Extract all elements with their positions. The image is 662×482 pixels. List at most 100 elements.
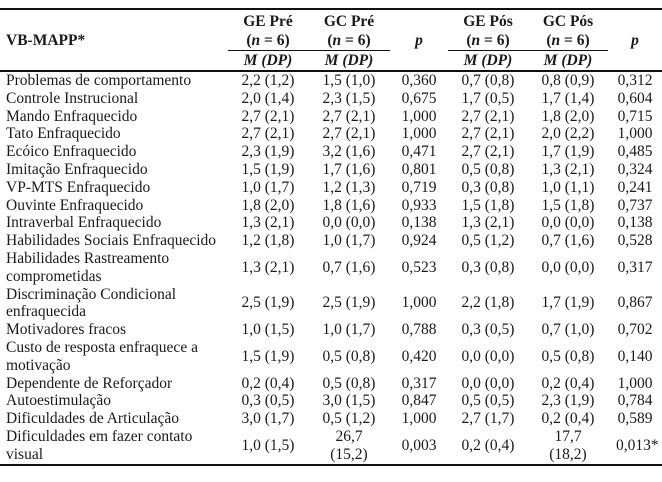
table-row: Dependente de Reforçador 0,2 (0,4) 0,5 (… bbox=[0, 375, 662, 393]
vb-mapp-results-table: VB-MAPP* GE Pré GC Pré p GE Pós GC Pós p… bbox=[0, 8, 662, 466]
subheader-m-dp-ge-pre: M (DP) bbox=[228, 50, 308, 72]
row-label: Habilidades Rastreamento comprometidas bbox=[6, 249, 170, 285]
cell-ge-pre: 2,3 (1,9) bbox=[241, 143, 295, 161]
cell-gc-pos: 0,2 (0,4) bbox=[541, 410, 595, 428]
cell-gc-pos: 17,7 (18,2) bbox=[528, 427, 608, 466]
cell-ge-pos: 0,5 (0,5) bbox=[461, 392, 515, 410]
table-row: Problemas de comportamento 2,2 (1,2) 1,5… bbox=[0, 71, 662, 90]
cell-ge-pos: 0,0 (0,0) bbox=[461, 374, 515, 392]
row-label: Imitação Enfraquecido bbox=[6, 160, 148, 178]
cell-ge-pos: 2,7 (2,1) bbox=[461, 143, 515, 161]
cell-ge-pos: 2,2 (1,8) bbox=[461, 294, 515, 312]
table-row: Ecóico Enfraquecido 2,3 (1,9) 3,2 (1,6) … bbox=[0, 143, 662, 161]
cell-gc-pre: 0,5 (0,8) bbox=[322, 374, 376, 392]
cell-p-pre: 0,719 bbox=[401, 178, 437, 196]
cell-gc-pos: 1,5 (1,8) bbox=[541, 196, 595, 214]
cell-p-pos: 0,241 bbox=[617, 178, 653, 196]
paper-table-page: VB-MAPP* GE Pré GC Pré p GE Pós GC Pós p… bbox=[0, 8, 662, 466]
row-label: Dificuldades de Articulação bbox=[6, 410, 180, 428]
n-value: = 6) bbox=[260, 32, 290, 49]
cell-p-pre: 0,675 bbox=[401, 89, 437, 107]
n-symbol: n bbox=[471, 32, 481, 49]
row-label: Motivadores fracos bbox=[6, 321, 127, 339]
cell-ge-pre: 1,0 (1,7) bbox=[241, 178, 295, 196]
cell-ge-pos: 0,5 (1,2) bbox=[461, 232, 515, 250]
cell-ge-pos: 0,3 (0,8) bbox=[461, 178, 515, 196]
table-row: Dificuldades em fazer contato visual 1,0… bbox=[0, 427, 662, 466]
cell-ge-pos: 0,5 (0,8) bbox=[461, 160, 515, 178]
cell-gc-pos: 0,8 (0,9) bbox=[541, 72, 595, 89]
table-row: Motivadores fracos 1,0 (1,5) 1,0 (1,7) 0… bbox=[0, 321, 662, 339]
cell-p-pos: 0,702 bbox=[617, 321, 653, 339]
row-label: Intraverbal Enfraquecido bbox=[6, 214, 162, 232]
cell-gc-pre: 3,2 (1,6) bbox=[322, 143, 376, 161]
cell-gc-pre: 1,0 (1,7) bbox=[322, 232, 376, 250]
cell-p-pos: 0,867 bbox=[617, 294, 653, 312]
cell-gc-pre: 2,5 (1,9) bbox=[322, 294, 376, 312]
n-open: ( bbox=[246, 32, 252, 49]
cell-p-pos: 0,138 bbox=[617, 214, 653, 232]
cell-ge-pre: 0,2 (0,4) bbox=[241, 374, 295, 392]
cell-p-pre: 0,788 bbox=[401, 321, 437, 339]
cell-p-pos: 0,317 bbox=[617, 258, 653, 276]
cell-p-pre: 0,138 bbox=[401, 214, 437, 232]
cell-p-pos: 0,737 bbox=[617, 196, 653, 214]
cell-p-pos: 1,000 bbox=[617, 374, 653, 392]
cell-p-pre: 1,000 bbox=[401, 125, 437, 143]
cell-p-pre: 0,523 bbox=[401, 258, 437, 276]
cell-ge-pre: 2,7 (2,1) bbox=[241, 107, 295, 125]
table-row: Habilidades Sociais Enfraquecido 1,2 (1,… bbox=[0, 232, 662, 250]
cell-gc-pos: 1,7 (1,9) bbox=[541, 294, 595, 312]
cell-gc-pre: 2,7 (2,1) bbox=[322, 125, 376, 143]
n-open: ( bbox=[466, 32, 472, 49]
cell-ge-pre: 1,3 (2,1) bbox=[241, 214, 295, 232]
cell-p-pre: 0,801 bbox=[401, 160, 437, 178]
n-value: = 6) bbox=[560, 32, 590, 49]
cell-ge-pre: 3,0 (1,7) bbox=[241, 410, 295, 428]
cell-ge-pre: 0,3 (0,5) bbox=[241, 392, 295, 410]
table-body: Problemas de comportamento 2,2 (1,2) 1,5… bbox=[0, 71, 662, 466]
cell-ge-pre: 1,5 (1,9) bbox=[241, 347, 295, 365]
table-row: Autoestimulação 0,3 (0,5) 3,0 (1,5) 0,84… bbox=[0, 392, 662, 410]
cell-ge-pre: 1,8 (2,0) bbox=[241, 196, 295, 214]
cell-ge-pre: 2,0 (1,4) bbox=[241, 89, 295, 107]
header-gc-pre: GC Pré bbox=[308, 8, 390, 31]
cell-ge-pos: 1,3 (2,1) bbox=[461, 214, 515, 232]
row-label: Discriminação Condicional enfraquecida bbox=[6, 285, 177, 321]
sample-size-gc-pre: (n = 6) bbox=[308, 31, 390, 51]
cell-gc-pos: 0,2 (0,4) bbox=[541, 374, 595, 392]
cell-gc-pos: 0,7 (1,0) bbox=[541, 321, 595, 339]
header-ge-pos: GE Pós bbox=[448, 8, 528, 31]
cell-p-pre: 0,420 bbox=[401, 347, 437, 365]
cell-p-pos: 0,715 bbox=[617, 107, 653, 125]
row-label: Ouvinte Enfraquecido bbox=[6, 196, 144, 214]
cell-p-pos: 1,000 bbox=[617, 125, 653, 143]
n-open: ( bbox=[327, 32, 333, 49]
row-label: Controle Instrucional bbox=[6, 89, 139, 107]
table-row: Discriminação Condicional enfraquecida 2… bbox=[0, 286, 662, 322]
cell-gc-pos: 1,7 (1,9) bbox=[541, 143, 595, 161]
table-row: Dificuldades de Articulação 3,0 (1,7) 0,… bbox=[0, 410, 662, 428]
header-gc-pos: GC Pós bbox=[528, 8, 608, 31]
cell-gc-pos: 1,8 (2,0) bbox=[541, 107, 595, 125]
n-value: = 6) bbox=[341, 32, 371, 49]
cell-p-pre: 1,000 bbox=[401, 107, 437, 125]
cell-gc-pre: 0,0 (0,0) bbox=[322, 214, 376, 232]
cell-gc-pre: 1,2 (1,3) bbox=[322, 178, 376, 196]
cell-p-pos: 0,013* bbox=[608, 427, 662, 466]
n-value: = 6) bbox=[480, 32, 510, 49]
subheader-m-dp-gc-pos: M (DP) bbox=[528, 50, 608, 72]
row-label: Dependente de Reforçador bbox=[6, 374, 173, 392]
cell-ge-pre: 2,2 (1,2) bbox=[241, 72, 295, 89]
header-p-pos: p bbox=[608, 8, 662, 72]
cell-gc-pos: 2,3 (1,9) bbox=[541, 392, 595, 410]
cell-gc-pre: 1,5 (1,0) bbox=[322, 72, 376, 89]
header-vb-mapp: VB-MAPP* bbox=[0, 8, 228, 72]
cell-ge-pos: 0,2 (0,4) bbox=[448, 427, 528, 466]
header-p-pre: p bbox=[390, 8, 448, 72]
cell-ge-pos: 1,7 (0,5) bbox=[461, 89, 515, 107]
cell-ge-pos: 0,3 (0,5) bbox=[461, 321, 515, 339]
cell-gc-pre: 1,8 (1,6) bbox=[322, 196, 376, 214]
table-row: Habilidades Rastreamento comprometidas 1… bbox=[0, 250, 662, 286]
cell-p-pre: 1,000 bbox=[401, 410, 437, 428]
